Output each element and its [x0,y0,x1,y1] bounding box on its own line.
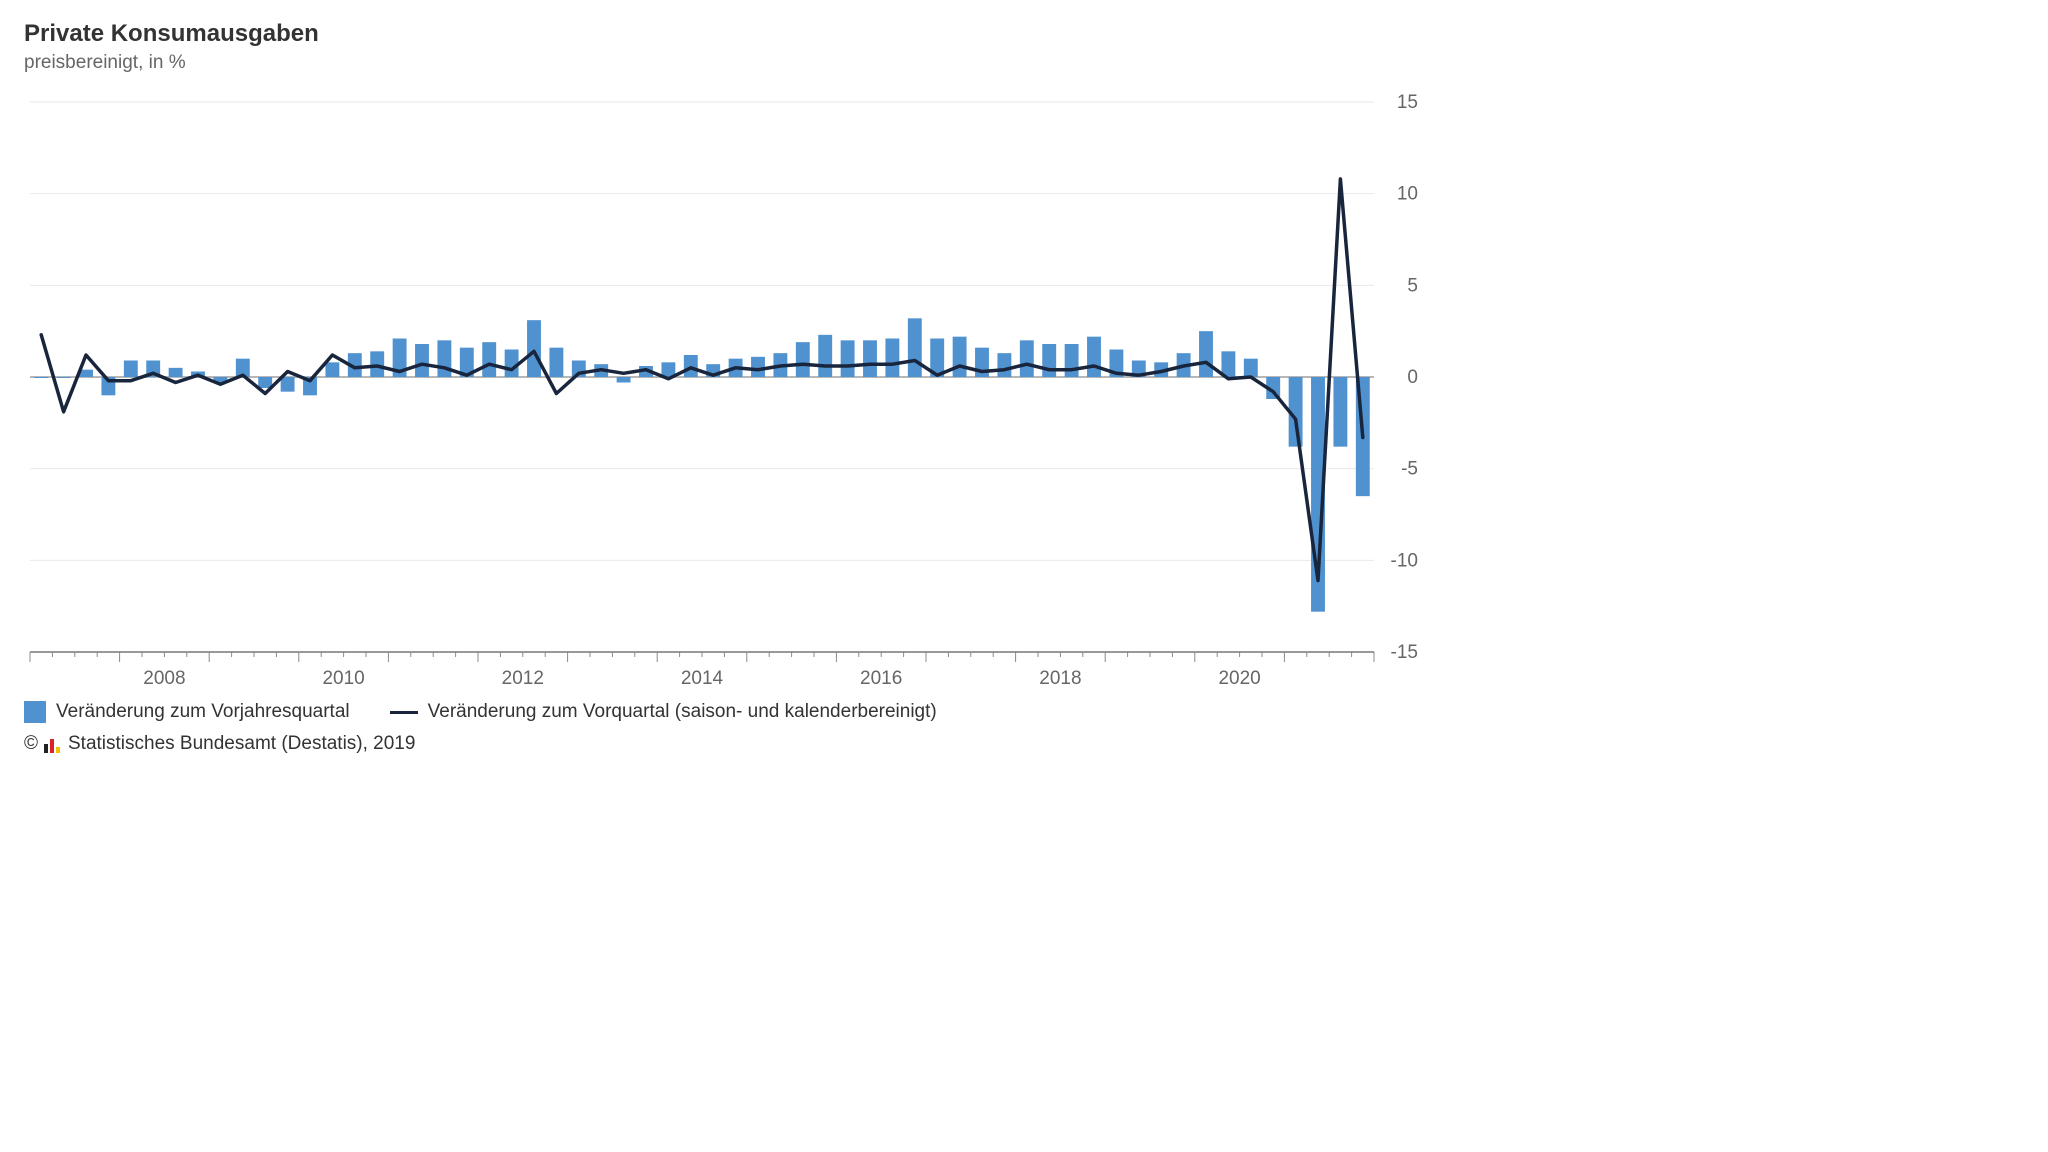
legend: Veränderung zum Vorjahresquartal Verände… [24,701,1419,723]
svg-text:2020: 2020 [1218,668,1260,687]
chart-container: Private Konsumausgaben preisbereinigt, i… [0,0,1443,813]
svg-text:-15: -15 [1391,642,1418,663]
svg-text:2016: 2016 [860,668,902,687]
chart-subtitle: preisbereinigt, in % [24,52,1419,74]
svg-text:2018: 2018 [1039,668,1081,687]
svg-text:2014: 2014 [681,668,724,687]
svg-text:-5: -5 [1401,459,1418,480]
copyright: © Statistisches Bundesamt (Destatis), 20… [24,733,1419,755]
legend-swatch-line [390,711,418,714]
svg-text:2010: 2010 [322,668,364,687]
svg-text:2008: 2008 [143,668,185,687]
legend-item-bar: Veränderung zum Vorjahresquartal [24,701,350,723]
chart-title: Private Konsumausgaben [24,20,1419,48]
copyright-text: Statistisches Bundesamt (Destatis), 2019 [68,733,415,755]
svg-text:-10: -10 [1391,550,1418,571]
svg-text:0: 0 [1407,367,1418,388]
legend-bar-label: Veränderung zum Vorjahresquartal [56,701,350,723]
destatis-logo-icon [44,735,62,753]
legend-line-label: Veränderung zum Vorquartal (saison- und … [428,701,937,723]
legend-swatch-bar [24,701,46,723]
chart-svg: -15 -10 -5 0 5 10 15 2008 2010 2012 2014 2016 2018 20… [24,92,1419,687]
svg-text:5: 5 [1407,275,1418,296]
svg-text:15: 15 [1397,92,1418,113]
svg-text:2012: 2012 [502,668,544,687]
legend-item-line: Veränderung zum Vorquartal (saison- und … [390,701,937,723]
chart-plot: -15 -10 -5 0 5 10 15 2008 2010 2012 2014 2016 2018 20… [24,92,1419,687]
copyright-prefix: © [24,733,38,755]
svg-text:10: 10 [1397,184,1418,205]
